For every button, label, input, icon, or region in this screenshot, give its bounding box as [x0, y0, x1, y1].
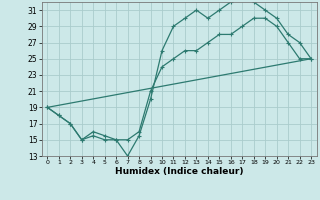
X-axis label: Humidex (Indice chaleur): Humidex (Indice chaleur)	[115, 167, 244, 176]
